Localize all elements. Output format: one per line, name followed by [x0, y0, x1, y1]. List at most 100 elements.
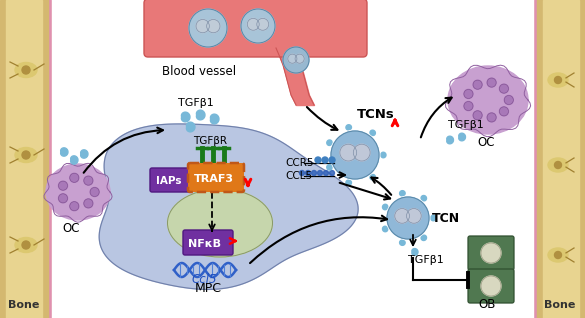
- Circle shape: [196, 19, 209, 33]
- Text: TCN: TCN: [432, 212, 460, 225]
- Circle shape: [22, 151, 30, 159]
- FancyBboxPatch shape: [144, 0, 367, 57]
- Ellipse shape: [15, 148, 37, 162]
- Polygon shape: [346, 180, 352, 185]
- Text: TGFβR: TGFβR: [193, 136, 227, 146]
- Text: TGFβ1: TGFβ1: [178, 98, 214, 108]
- Text: MPC: MPC: [195, 282, 222, 295]
- Circle shape: [481, 243, 501, 263]
- Circle shape: [555, 77, 562, 84]
- Polygon shape: [421, 196, 426, 201]
- Circle shape: [353, 144, 370, 161]
- Polygon shape: [81, 150, 88, 158]
- Circle shape: [329, 170, 335, 176]
- Polygon shape: [346, 125, 352, 130]
- Text: TCNs: TCNs: [357, 108, 395, 121]
- Circle shape: [90, 188, 99, 197]
- Text: Ccl5: Ccl5: [192, 273, 218, 286]
- Circle shape: [288, 54, 297, 63]
- Circle shape: [473, 111, 482, 120]
- Circle shape: [555, 162, 562, 169]
- Circle shape: [189, 9, 227, 47]
- Circle shape: [70, 173, 79, 182]
- Ellipse shape: [448, 66, 528, 134]
- Polygon shape: [543, 0, 579, 318]
- Circle shape: [481, 276, 501, 296]
- Circle shape: [340, 144, 357, 161]
- Circle shape: [487, 113, 496, 122]
- Polygon shape: [187, 122, 195, 132]
- Text: TRAF3: TRAF3: [194, 174, 234, 184]
- Text: OC: OC: [62, 222, 80, 235]
- Circle shape: [207, 19, 220, 33]
- Circle shape: [504, 95, 513, 105]
- Ellipse shape: [46, 164, 110, 220]
- Text: CCR5: CCR5: [285, 158, 314, 168]
- Text: OB: OB: [478, 298, 495, 311]
- Ellipse shape: [548, 248, 568, 262]
- Polygon shape: [431, 215, 436, 221]
- Circle shape: [247, 18, 259, 30]
- Text: NFκB: NFκB: [188, 239, 221, 249]
- Circle shape: [300, 170, 305, 176]
- Polygon shape: [370, 175, 376, 180]
- Circle shape: [324, 170, 329, 176]
- FancyBboxPatch shape: [150, 168, 192, 192]
- Polygon shape: [381, 152, 386, 158]
- Circle shape: [70, 202, 79, 211]
- Circle shape: [22, 66, 30, 74]
- Circle shape: [257, 18, 269, 30]
- Text: CCL5: CCL5: [285, 171, 312, 181]
- Polygon shape: [211, 114, 219, 124]
- Text: IAPs: IAPs: [156, 176, 181, 186]
- Circle shape: [395, 209, 409, 223]
- Circle shape: [555, 252, 562, 259]
- Ellipse shape: [15, 238, 37, 252]
- Text: Bone: Bone: [8, 300, 39, 310]
- Polygon shape: [421, 235, 426, 240]
- Polygon shape: [459, 133, 466, 141]
- Text: TGFβ1: TGFβ1: [408, 255, 444, 265]
- Circle shape: [22, 241, 30, 249]
- Polygon shape: [181, 112, 190, 122]
- Circle shape: [305, 170, 311, 176]
- Circle shape: [387, 197, 429, 239]
- Polygon shape: [447, 136, 453, 144]
- Polygon shape: [327, 140, 332, 145]
- Polygon shape: [71, 156, 78, 164]
- Circle shape: [464, 89, 473, 99]
- Polygon shape: [197, 110, 205, 120]
- Text: OC: OC: [477, 136, 494, 149]
- Circle shape: [58, 181, 67, 190]
- Circle shape: [318, 170, 322, 176]
- Polygon shape: [535, 0, 585, 318]
- Polygon shape: [61, 148, 68, 156]
- FancyBboxPatch shape: [183, 230, 233, 255]
- Circle shape: [58, 194, 67, 203]
- Circle shape: [84, 199, 93, 208]
- Circle shape: [473, 80, 482, 89]
- Circle shape: [407, 209, 421, 223]
- Polygon shape: [6, 0, 42, 318]
- Text: TGFβ1: TGFβ1: [448, 120, 484, 130]
- Circle shape: [84, 176, 93, 185]
- Circle shape: [464, 101, 473, 111]
- Text: Bone: Bone: [544, 300, 576, 310]
- Circle shape: [241, 9, 275, 43]
- FancyBboxPatch shape: [468, 236, 514, 270]
- Circle shape: [311, 170, 316, 176]
- Text: Blood vessel: Blood vessel: [162, 65, 236, 78]
- Polygon shape: [383, 226, 388, 232]
- Circle shape: [295, 54, 304, 63]
- Polygon shape: [412, 249, 418, 255]
- Polygon shape: [400, 240, 405, 245]
- Circle shape: [315, 157, 321, 163]
- Polygon shape: [327, 164, 332, 170]
- Polygon shape: [0, 0, 50, 318]
- Circle shape: [500, 107, 508, 116]
- Polygon shape: [400, 190, 405, 196]
- Circle shape: [487, 78, 496, 87]
- Ellipse shape: [15, 63, 37, 78]
- Ellipse shape: [548, 73, 568, 87]
- Circle shape: [500, 84, 508, 93]
